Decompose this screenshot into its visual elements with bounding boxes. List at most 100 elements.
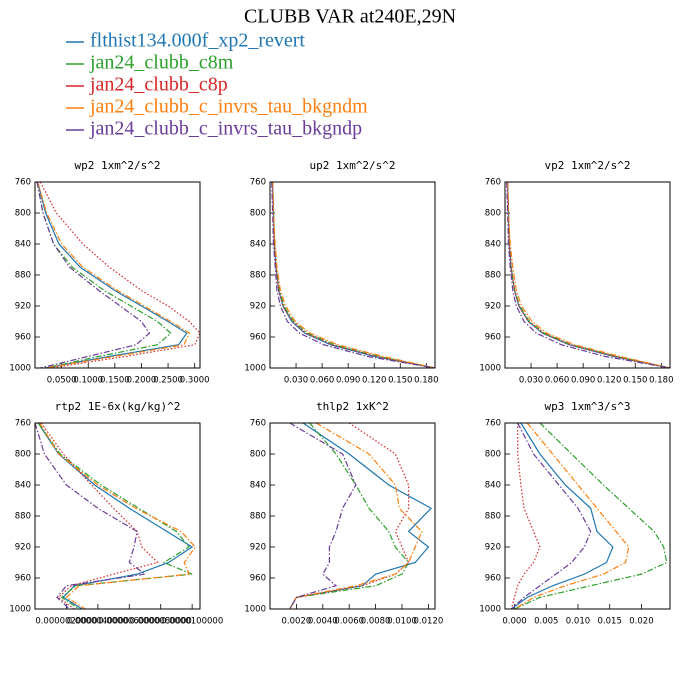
x-tick-label: 0.090: [571, 376, 595, 386]
y-tick-label: 1000: [9, 605, 31, 615]
plot-frame: [504, 422, 671, 610]
profile-line: [37, 423, 193, 609]
y-tick-label: 920: [485, 302, 501, 312]
profile-line: [510, 423, 614, 609]
y-tick-label: 920: [15, 543, 31, 553]
profile-line: [510, 423, 592, 609]
x-tick-label: 0.020: [629, 617, 653, 627]
profile-line: [289, 423, 357, 609]
plot-frame: [504, 181, 671, 369]
y-tick-label: 880: [250, 512, 266, 522]
y-tick-label: 920: [250, 302, 266, 312]
plot-frame: [269, 422, 436, 610]
y-tick-label: 960: [250, 574, 266, 584]
profile-line: [36, 182, 151, 368]
y-tick-label: 920: [485, 543, 501, 553]
x-tick-label: 0.0000080000: [130, 617, 192, 627]
legend-label: jan24_clubb_c_invrs_tau_bkgndm: [89, 96, 368, 118]
x-tick-label: 0.150: [388, 376, 412, 386]
profile-line: [272, 182, 436, 368]
x-tick-label: 0.0000100000: [161, 617, 223, 627]
y-tick-label: 1000: [9, 364, 31, 374]
profile-line: [510, 423, 541, 609]
x-tick-label: 0.1000: [73, 376, 103, 386]
x-tick-label: 0.120: [362, 376, 386, 386]
profile-line: [35, 423, 147, 609]
panel-title: wp3 1xm^3/s^3: [544, 400, 630, 413]
x-tick-label: 0.005: [534, 617, 558, 627]
x-tick-label: 0.0000020000: [35, 617, 97, 627]
y-tick-label: 760: [15, 419, 31, 429]
y-tick-label: 800: [250, 450, 266, 460]
x-tick-label: 0.0000040000: [67, 617, 129, 627]
profile-line: [36, 182, 172, 368]
x-tick-label: 0.0020: [282, 617, 312, 627]
x-tick-label: 0.0060: [334, 617, 364, 627]
profile-line: [39, 182, 201, 368]
x-tick-label: 0.000: [502, 617, 526, 627]
legend-label: flthist134.000f_xp2_revert: [90, 30, 305, 52]
profile-line: [507, 182, 671, 368]
y-tick-label: 880: [485, 271, 501, 281]
panel-title: thlp2 1xK^2: [316, 400, 389, 413]
x-tick-label: 0.0080: [361, 617, 391, 627]
x-tick-label: 0.120: [597, 376, 621, 386]
panel-title: wp2 1xm^2/s^2: [74, 159, 160, 172]
x-tick-label: 0.010: [566, 617, 590, 627]
profile-line: [507, 182, 671, 368]
y-tick-label: 1000: [244, 364, 266, 374]
y-tick-label: 800: [485, 450, 501, 460]
profile-line: [37, 182, 191, 368]
plot-frame: [34, 181, 201, 369]
x-tick-label: 0.150: [623, 376, 647, 386]
profile-line: [40, 423, 159, 609]
x-tick-label: 0.0500: [47, 376, 77, 386]
legend-label: jan24_clubb_c_invrs_tau_bkgndp: [89, 118, 362, 140]
x-tick-label: 0.180: [414, 376, 438, 386]
x-tick-label: 0.090: [336, 376, 360, 386]
profile-line: [289, 423, 423, 609]
profile-line: [271, 182, 436, 368]
figure-title: CLUBB VAR at240E,29N: [244, 6, 456, 28]
x-tick-label: 0.0040: [308, 617, 338, 627]
y-tick-label: 760: [485, 178, 501, 188]
x-tick-label: 0.030: [519, 376, 543, 386]
x-tick-label: 0.180: [649, 376, 673, 386]
y-tick-label: 840: [15, 481, 31, 491]
y-tick-label: 960: [485, 333, 501, 343]
y-tick-label: 920: [250, 543, 266, 553]
y-tick-label: 840: [485, 481, 501, 491]
y-tick-label: 880: [485, 512, 501, 522]
profile-line: [514, 423, 668, 609]
panel-title: rtp2 1E-6x(kg/kg)^2: [55, 400, 181, 413]
x-tick-label: 0.2000: [127, 376, 157, 386]
legend-label: jan24_clubb_c8m: [89, 52, 234, 74]
y-tick-label: 760: [250, 178, 266, 188]
y-tick-label: 800: [485, 209, 501, 219]
y-tick-label: 840: [250, 481, 266, 491]
plot-frame: [34, 422, 201, 610]
panel-title: vp2 1xm^2/s^2: [544, 159, 630, 172]
x-tick-label: 0.2500: [153, 376, 183, 386]
y-tick-label: 760: [250, 419, 266, 429]
profile-line: [289, 423, 410, 609]
x-tick-label: 0.030: [284, 376, 308, 386]
x-tick-label: 0.015: [598, 617, 622, 627]
panel-title: up2 1xm^2/s^2: [309, 159, 395, 172]
y-tick-label: 960: [485, 574, 501, 584]
plot-frame: [269, 181, 436, 369]
x-tick-label: 0.3000: [180, 376, 210, 386]
y-tick-label: 1000: [244, 605, 266, 615]
y-tick-label: 800: [15, 209, 31, 219]
y-tick-label: 960: [15, 574, 31, 584]
x-tick-label: 0.0120: [414, 617, 444, 627]
y-tick-label: 760: [15, 178, 31, 188]
x-tick-label: 0.0000060000: [98, 617, 160, 627]
x-tick-label: 0.0100: [387, 617, 417, 627]
profile-line: [514, 423, 630, 609]
y-tick-label: 800: [250, 209, 266, 219]
profile-line: [506, 182, 671, 368]
y-tick-label: 880: [15, 271, 31, 281]
y-tick-label: 880: [250, 271, 266, 281]
